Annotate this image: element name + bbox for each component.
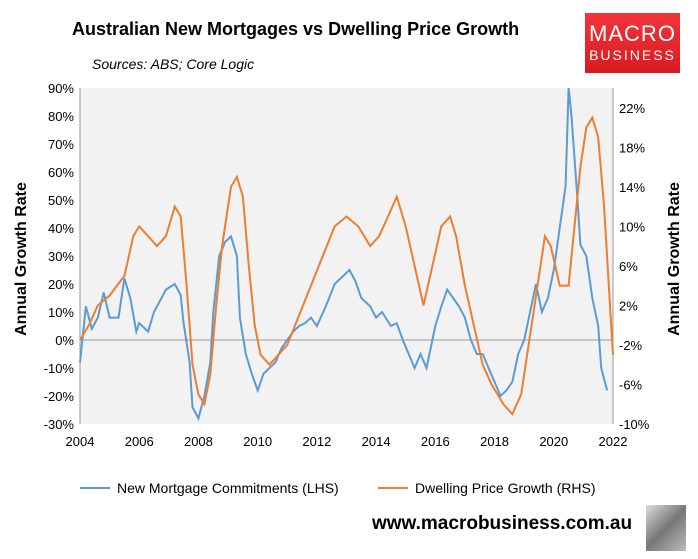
y-tick-label: 70% — [48, 137, 74, 152]
chart-title: Australian New Mortgages vs Dwelling Pri… — [72, 19, 520, 39]
logo-line2: BUSINESS — [589, 47, 676, 63]
y-tick-label: 50% — [48, 193, 74, 208]
y2-tick-label: 10% — [619, 219, 645, 234]
legend-label-0: New Mortgage Commitments (LHS) — [117, 480, 339, 496]
y-tick-label: -20% — [44, 389, 75, 404]
y-tick-label: 20% — [48, 277, 74, 292]
macrobusiness-logo: MACRO BUSINESS — [585, 13, 680, 73]
y2-tick-label: 6% — [619, 259, 638, 274]
y2-tick-label: 14% — [619, 180, 645, 195]
chart-svg: 90% 80% 70% 60% 50% 40% 30% 20% 10% 0% -10% -20% -30… — [44, 81, 650, 496]
x-tick-label: 2018 — [480, 434, 509, 449]
y-tick-label: 10% — [48, 305, 74, 320]
chart-subtitle: Sources: ABS; Core Logic — [92, 56, 255, 72]
series-line-1 — [79, 115, 614, 416]
y2-tick-label: 18% — [619, 140, 645, 155]
y-tick-label: 80% — [48, 109, 74, 124]
x-tick-label: 2008 — [184, 434, 213, 449]
x-tick-label: 2012 — [302, 434, 331, 449]
x-tick-label: 2014 — [362, 434, 391, 449]
y-tick-label: 30% — [48, 249, 74, 264]
x-tick-label: 2020 — [539, 434, 568, 449]
x-tick-label: 2006 — [125, 434, 154, 449]
y-tick-label: 60% — [48, 165, 74, 180]
y2-tick-label: 2% — [619, 298, 638, 313]
y-tick-label: 40% — [48, 221, 74, 236]
y2-tick-label: -2% — [619, 338, 643, 353]
logo-line1: MACRO — [589, 21, 676, 46]
y2-tick-label: -10% — [619, 417, 650, 432]
y-tick-label: 0% — [55, 333, 74, 348]
y-tick-label: -30% — [44, 417, 75, 432]
y-tick-label: -10% — [44, 361, 75, 376]
x-tick-label: 2016 — [421, 434, 450, 449]
series-line-0 — [79, 87, 609, 422]
fox-logo-image — [646, 505, 686, 551]
website-url: www.macrobusiness.com.au — [372, 513, 633, 534]
y2-tick-label: -6% — [619, 377, 643, 392]
y-tick-label: 90% — [48, 81, 74, 96]
y2-tick-label: 22% — [619, 101, 645, 116]
plot-area — [80, 88, 613, 424]
x-tick-label: 2010 — [243, 434, 272, 449]
x-tick-label: 2004 — [66, 434, 95, 449]
legend-label-1: Dwelling Price Growth (RHS) — [415, 480, 595, 496]
x-tick-label: 2022 — [599, 434, 628, 449]
